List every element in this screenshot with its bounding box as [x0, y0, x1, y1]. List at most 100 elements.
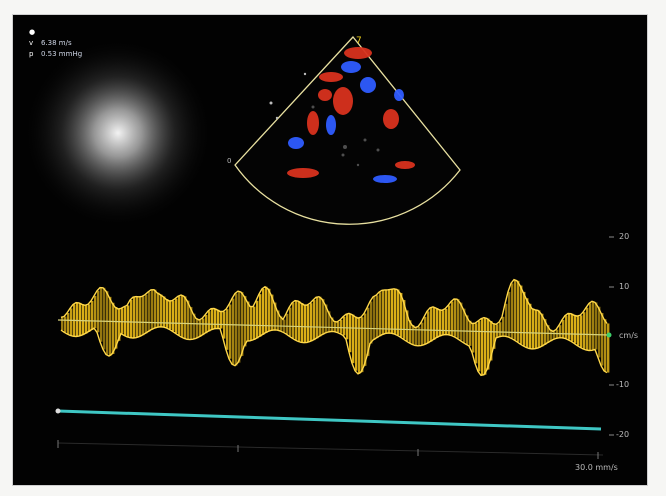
- waveform-column: [232, 298, 235, 365]
- waveform-column: [85, 305, 88, 334]
- waveform-column: [241, 292, 244, 356]
- waveform-column: [166, 299, 169, 328]
- scale-tick-minus-20: -20: [616, 430, 630, 439]
- waveform-column: [406, 310, 409, 341]
- depth-marker: [275, 116, 279, 120]
- waveform-column: [235, 293, 238, 366]
- waveform-column: [214, 308, 217, 329]
- waveform-column: [256, 300, 259, 339]
- waveform-column: [127, 305, 130, 337]
- waveform-column: [340, 319, 343, 334]
- color-doppler-sector: 0 7: [227, 36, 461, 225]
- waveform-column: [295, 300, 298, 340]
- doppler-blue-flow: [288, 61, 404, 183]
- time-ticks: [57, 440, 599, 459]
- waveform-column: [151, 289, 154, 330]
- waveform-column: [481, 318, 484, 376]
- waveform-column: [328, 311, 331, 333]
- waveform-column: [580, 315, 583, 348]
- waveform-column: [442, 310, 445, 336]
- waveform-column: [226, 309, 229, 350]
- waveform-column: [187, 300, 190, 340]
- waveform-column: [574, 315, 577, 344]
- waveform-column: [118, 308, 121, 341]
- waveform-column: [265, 286, 268, 334]
- waveform-column: [250, 306, 253, 341]
- doppler-red-flow: [287, 47, 415, 178]
- waveform-column: [91, 300, 94, 330]
- waveform-column: [532, 308, 535, 349]
- waveform-column: [547, 325, 550, 344]
- waveform-column: [385, 289, 388, 334]
- waveform-column: [601, 313, 604, 366]
- waveform-column: [193, 313, 196, 340]
- waveform-column: [409, 320, 412, 343]
- waveform-column: [436, 308, 439, 338]
- waveform-column: [313, 300, 316, 341]
- waveform-envelope: [60, 326, 608, 377]
- baseline-marker: [606, 332, 612, 338]
- waveform-column: [196, 318, 199, 339]
- waveform-column: [262, 288, 265, 335]
- waveform-column: [607, 323, 610, 373]
- waveform-column: [424, 316, 427, 345]
- waveform-column: [508, 291, 511, 337]
- sweep-speed-label: 30.0 mm/s: [575, 463, 618, 472]
- time-axis: [57, 442, 604, 456]
- waveform-column: [469, 320, 472, 346]
- waveform-column: [211, 308, 214, 330]
- waveform-column: [343, 316, 346, 336]
- waveform-column: [79, 302, 82, 337]
- waveform-column: [415, 327, 418, 346]
- waveform-column: [298, 301, 301, 342]
- waveform-column: [124, 306, 127, 336]
- scale-tick-10: 10: [619, 282, 630, 291]
- waveform-column: [331, 317, 334, 332]
- waveform-column: [367, 307, 370, 356]
- waveform-column: [103, 287, 106, 350]
- waveform-column: [259, 294, 262, 337]
- waveform-column: [157, 292, 160, 328]
- waveform-column: [64, 316, 67, 333]
- waveform-column: [544, 319, 547, 345]
- waveform-column: [304, 304, 307, 343]
- waveform-column: [493, 323, 496, 349]
- waveform-column: [478, 321, 481, 372]
- waveform-column: [184, 296, 187, 339]
- waveform-column: [559, 325, 562, 338]
- waveform-column: [520, 285, 523, 344]
- waveform-column: [427, 311, 430, 344]
- waveform-column: [112, 302, 115, 355]
- waveform-column: [529, 303, 532, 349]
- waveform-column: [523, 291, 526, 346]
- waveform-column: [457, 299, 460, 339]
- waveform-column: [364, 313, 367, 366]
- waveform-column: [535, 309, 538, 349]
- waveform-column: [139, 296, 142, 337]
- waveform-column: [100, 287, 103, 342]
- waveform-envelope: [60, 278, 608, 333]
- waveform-column: [376, 295, 379, 339]
- waveform-column: [541, 313, 544, 347]
- waveform-column: [208, 311, 211, 332]
- waveform-column: [490, 320, 493, 361]
- waveform-column: [583, 312, 586, 349]
- waveform-column: [172, 300, 175, 331]
- sector-marker-right: 7: [356, 36, 362, 46]
- legend-row-velocity: v 6.38 m/s: [29, 38, 72, 48]
- waveform-column: [247, 301, 250, 342]
- waveform-column: [403, 300, 406, 339]
- waveform-column: [115, 307, 118, 349]
- waveform-column: [334, 321, 337, 332]
- waveform-column: [292, 302, 295, 338]
- waveform-column: [148, 292, 151, 332]
- baseline: [57, 319, 610, 336]
- waveform-column: [397, 289, 400, 336]
- waveform-column: [430, 307, 433, 342]
- waveform-column: [466, 315, 469, 345]
- legend-symbol: ●: [29, 28, 36, 36]
- waveform-column: [502, 316, 505, 337]
- waveform-column: [538, 310, 541, 348]
- waveform-column: [472, 323, 475, 353]
- waveform-column: [133, 297, 136, 339]
